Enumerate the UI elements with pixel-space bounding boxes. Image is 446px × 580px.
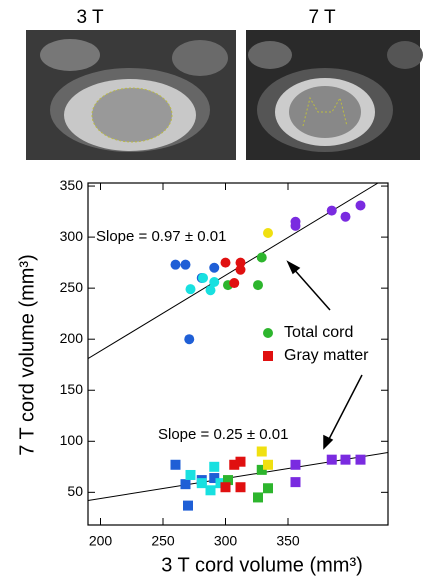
data-point bbox=[221, 258, 231, 268]
x-tick-label: 300 bbox=[214, 533, 238, 549]
panel-label: 3 T bbox=[76, 7, 104, 28]
y-tick-label: 50 bbox=[67, 483, 83, 499]
data-point bbox=[206, 485, 216, 495]
x-axis-title: 3 T cord volume (mm³) bbox=[161, 554, 363, 576]
mri-image-7t bbox=[246, 30, 423, 160]
y-tick-label: 100 bbox=[60, 432, 84, 448]
data-point bbox=[171, 260, 181, 270]
data-point bbox=[341, 212, 351, 222]
data-point bbox=[253, 280, 263, 290]
data-point bbox=[263, 460, 273, 470]
data-point bbox=[186, 284, 196, 294]
x-tick-label: 200 bbox=[89, 533, 113, 549]
data-point bbox=[209, 263, 219, 273]
data-point bbox=[257, 446, 267, 456]
x-tick-label: 350 bbox=[276, 533, 300, 549]
data-point bbox=[171, 460, 181, 470]
data-point bbox=[197, 478, 207, 488]
data-point bbox=[198, 273, 208, 283]
y-tick-label: 200 bbox=[60, 330, 84, 346]
data-point bbox=[327, 455, 337, 465]
data-point bbox=[356, 200, 366, 210]
data-point bbox=[263, 483, 273, 493]
data-point bbox=[291, 477, 301, 487]
page: {"panels": [{"label": "3 T"}, {"label": … bbox=[0, 0, 446, 580]
data-point bbox=[253, 492, 263, 502]
data-point bbox=[291, 460, 301, 470]
data-point bbox=[181, 479, 191, 489]
data-point bbox=[236, 258, 246, 268]
data-point bbox=[257, 253, 267, 263]
legend-marker bbox=[263, 328, 273, 338]
legend-label: Gray matter bbox=[284, 347, 369, 364]
data-point bbox=[356, 455, 366, 465]
y-tick-label: 250 bbox=[60, 279, 84, 295]
data-point bbox=[183, 501, 193, 511]
y-axis-title: 7 T cord volume (mm³) bbox=[16, 254, 38, 456]
data-point bbox=[236, 457, 246, 467]
data-point bbox=[341, 455, 351, 465]
data-point bbox=[184, 334, 194, 344]
data-point bbox=[263, 228, 273, 238]
data-point bbox=[209, 277, 219, 287]
data-point bbox=[327, 206, 337, 216]
data-point bbox=[236, 482, 246, 492]
data-point bbox=[181, 260, 191, 270]
legend-label: Total cord bbox=[284, 324, 353, 341]
y-tick-label: 150 bbox=[60, 381, 84, 397]
data-point bbox=[221, 482, 231, 492]
data-point bbox=[229, 278, 239, 288]
panel-label: 7 T bbox=[308, 7, 336, 28]
y-tick-label: 350 bbox=[60, 177, 84, 193]
legend-marker bbox=[263, 351, 273, 361]
annotation: Slope = 0.97 ± 0.01 bbox=[96, 228, 226, 245]
mri-image-3t bbox=[26, 30, 236, 160]
figure: 3 T 7 T 200 250 300 350 50 100 150 200 250 300 350… bbox=[0, 0, 446, 580]
x-tick-label: 250 bbox=[151, 533, 175, 549]
data-point bbox=[209, 462, 219, 472]
data-point bbox=[186, 470, 196, 480]
annotation: Slope = 0.25 ± 0.01 bbox=[158, 426, 288, 443]
data-point bbox=[291, 221, 301, 231]
y-tick-label: 300 bbox=[60, 228, 84, 244]
